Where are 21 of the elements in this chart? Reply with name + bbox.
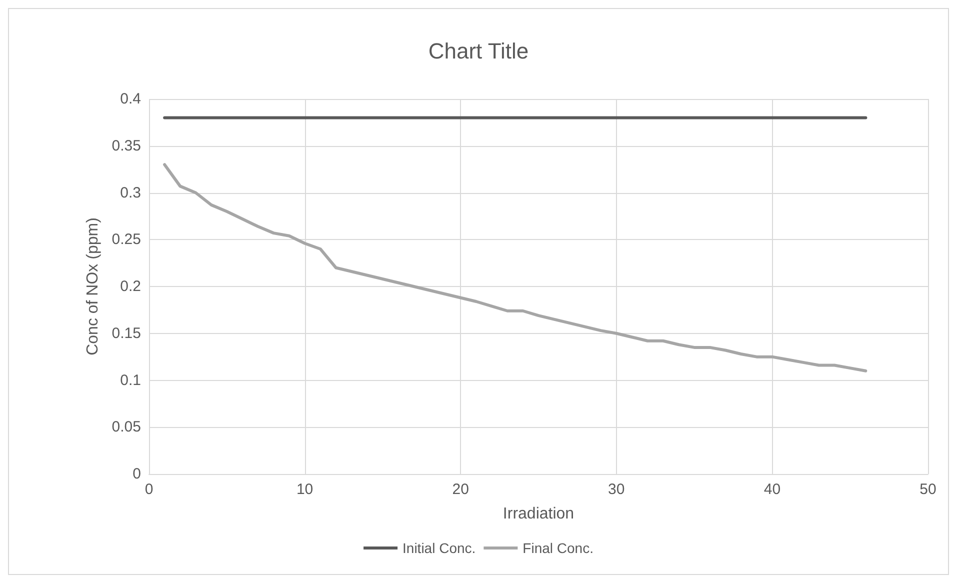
y-tick-label: 0.35 [112, 137, 141, 154]
y-tick-label: 0.2 [120, 278, 141, 295]
x-tick-label: 10 [296, 481, 314, 498]
y-tick-label: 0.1 [120, 372, 141, 389]
x-tick-label: 0 [144, 481, 154, 498]
y-tick-label: 0.25 [112, 231, 141, 248]
x-axis-title: Irradiation [502, 506, 574, 522]
y-tick-label: 0.3 [120, 184, 141, 202]
y-tick-label: 0 [132, 466, 141, 482]
y-tick-label: 0.05 [112, 418, 141, 436]
x-tick-label: 50 [920, 481, 936, 498]
y-tick-label: 0.15 [112, 324, 141, 342]
chart-title: Chart Title [428, 38, 529, 64]
y-axis-title: Conc of NOx (ppm) [84, 218, 102, 356]
line-series [163, 163, 868, 372]
legend-label: Final Conc. [522, 540, 594, 556]
legend-label: Initial Conc. [402, 540, 476, 556]
x-tick-label: 30 [608, 481, 625, 498]
x-tick-label: 20 [452, 481, 469, 498]
y-tick-label: 0.4 [120, 90, 141, 108]
x-tick-label: 40 [764, 481, 781, 498]
